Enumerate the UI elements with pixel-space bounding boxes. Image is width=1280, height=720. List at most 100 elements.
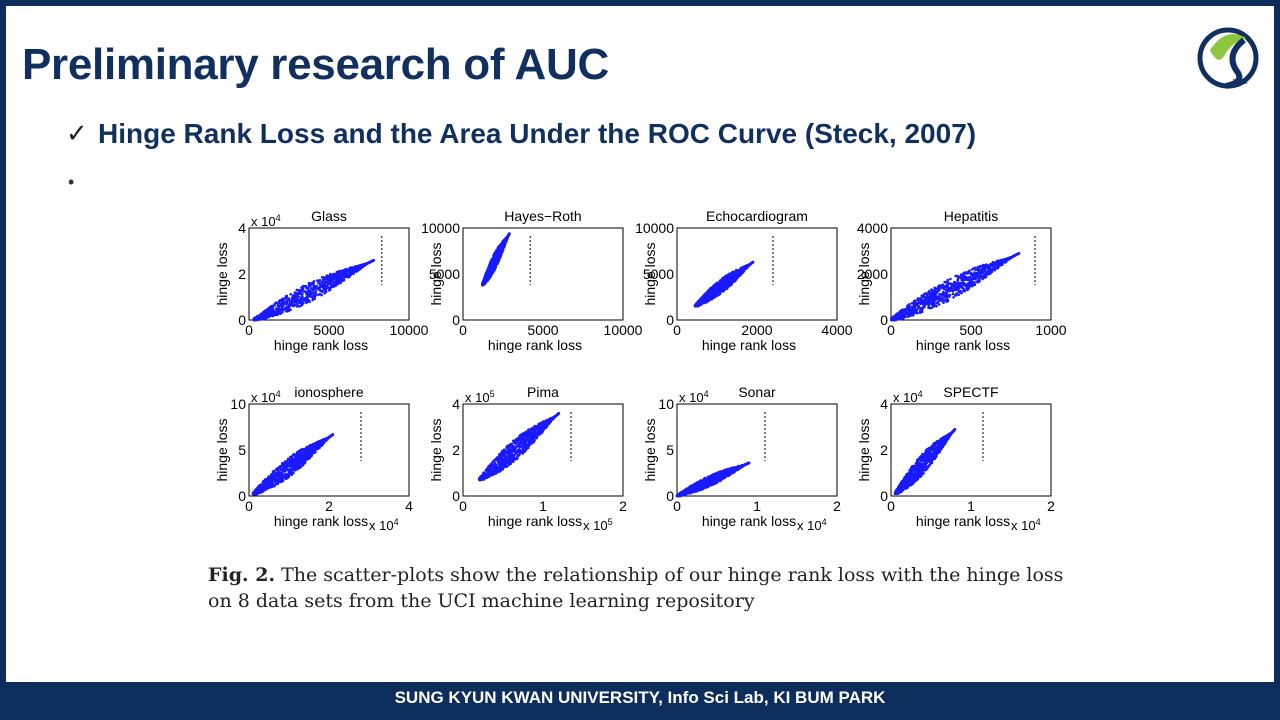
data-point: [937, 303, 941, 306]
data-point: [302, 298, 306, 301]
data-point: [959, 281, 962, 285]
data-point: [949, 282, 953, 285]
data-point: [292, 453, 296, 456]
data-point: [331, 275, 334, 278]
data-point: [312, 280, 316, 283]
data-point: [933, 294, 936, 298]
data-point: [306, 300, 309, 303]
data-point: [956, 275, 960, 278]
y-tick-label: 2: [238, 266, 246, 282]
data-point: [270, 473, 274, 477]
data-point: [289, 293, 292, 296]
data-point: [342, 271, 346, 275]
data-point: [996, 263, 999, 267]
data-point: [359, 265, 363, 269]
data-point: [281, 469, 285, 473]
data-point: [306, 295, 309, 299]
x-scale-exponent: 4: [394, 517, 399, 527]
data-point: [928, 299, 931, 302]
data-point: [321, 283, 324, 287]
data-point: [327, 282, 331, 285]
data-point: [954, 274, 957, 278]
data-point: [1015, 253, 1018, 256]
data-point: [940, 293, 944, 296]
data-point: [951, 292, 955, 296]
data-point: [892, 316, 896, 320]
x-tick-label: 2000: [741, 322, 772, 338]
data-point: [719, 282, 723, 285]
data-point: [726, 285, 729, 288]
data-point: [289, 456, 293, 460]
data-point: [309, 294, 312, 297]
data-point: [1004, 260, 1008, 263]
data-point: [271, 482, 274, 486]
data-point: [708, 289, 712, 292]
data-point: [707, 292, 710, 295]
data-point: [370, 259, 374, 263]
data-point: [323, 280, 326, 284]
data-point: [320, 276, 324, 279]
data-point: [300, 454, 304, 458]
data-point: [321, 278, 325, 282]
data-point: [262, 314, 266, 318]
data-point: [496, 257, 499, 261]
data-point: [265, 316, 269, 319]
data-point: [915, 309, 919, 312]
data-point: [267, 315, 271, 318]
data-point: [900, 312, 903, 315]
slide: Preliminary research of AUC 1398 ✓ Hinge…: [6, 6, 1274, 682]
data-point: [500, 247, 503, 250]
data-point: [330, 434, 333, 437]
data-point: [936, 295, 939, 299]
data-point: [910, 302, 914, 305]
data-point: [265, 313, 269, 317]
plot-area: [462, 403, 624, 497]
data-point: [307, 444, 311, 448]
data-point: [963, 289, 966, 293]
data-point: [281, 297, 284, 301]
data-point: [278, 474, 281, 478]
data-point: [285, 296, 289, 300]
data-point: [309, 447, 313, 451]
y-tick-label: 0: [238, 312, 246, 328]
data-point: [327, 435, 331, 439]
data-point: [259, 484, 263, 488]
data-point: [275, 307, 279, 311]
data-point: [944, 293, 947, 297]
data-point: [281, 311, 284, 314]
data-point: [296, 302, 299, 306]
data-point: [297, 295, 300, 298]
data-point: [298, 290, 301, 294]
data-point: [305, 452, 309, 455]
data-point: [908, 303, 911, 306]
data-point: [725, 280, 728, 283]
x-tick-label: 4000: [821, 322, 852, 338]
data-point: [315, 287, 318, 290]
data-point: [952, 296, 955, 299]
data-point: [302, 460, 306, 464]
data-point: [264, 481, 268, 485]
data-point: [485, 272, 489, 275]
data-point: [702, 297, 706, 301]
data-point: [497, 249, 500, 252]
data-point: [496, 252, 500, 256]
data-point: [318, 279, 321, 282]
data-point: [296, 465, 299, 468]
data-point: [502, 245, 505, 249]
data-point: [317, 442, 320, 445]
data-point: [930, 302, 933, 306]
data-point: [323, 284, 327, 287]
data-point: [252, 318, 256, 321]
data-point: [323, 439, 327, 443]
data-point: [350, 266, 354, 270]
data-point: [315, 284, 318, 288]
data-point: [977, 278, 980, 282]
data-point: [713, 287, 717, 290]
bullet-row: ✓ Hinge Rank Loss and the Area Under the…: [66, 118, 976, 150]
data-point: [920, 307, 924, 311]
data-point: [312, 294, 315, 297]
data-point: [961, 278, 965, 281]
data-point: [337, 281, 340, 285]
data-point: [904, 310, 908, 313]
data-point: [728, 280, 731, 284]
